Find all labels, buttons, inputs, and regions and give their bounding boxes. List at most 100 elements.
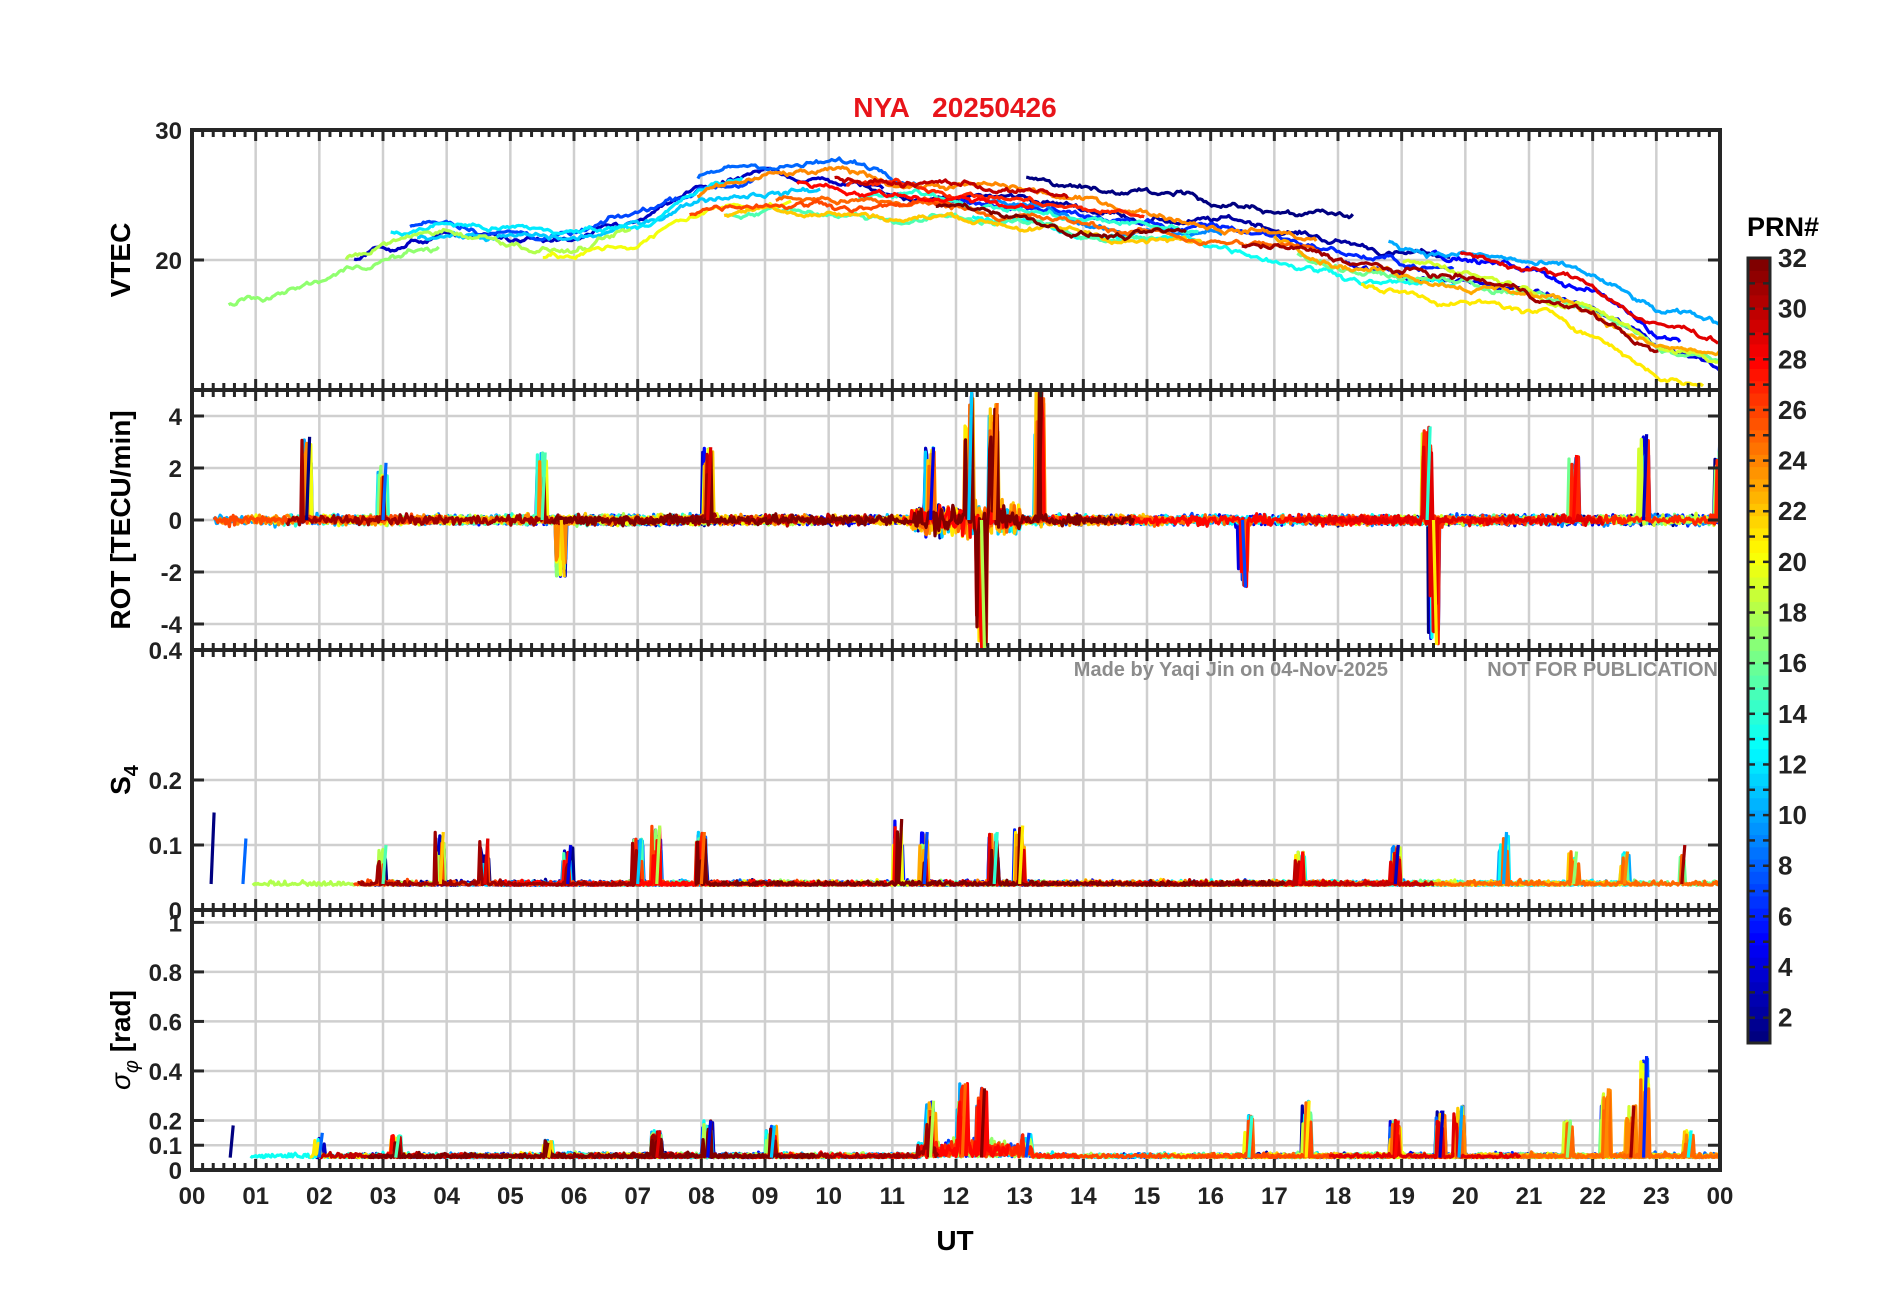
spike-mark (540, 452, 547, 521)
x-tick-label: 01 (242, 1183, 269, 1210)
colorbar-tick-label: 22 (1778, 496, 1807, 526)
y-tick-label: 0.6 (149, 1009, 182, 1036)
colorbar-tick-label: 26 (1778, 395, 1807, 425)
spike-mark (305, 436, 312, 521)
colorbar-segment (1748, 773, 1770, 787)
series-line-prn-27 (547, 831, 831, 887)
colorbar-segment (1748, 662, 1770, 676)
x-tick-label: 09 (752, 1183, 779, 1210)
spike-mark (559, 519, 566, 578)
y-tick-label: 0.4 (149, 1059, 183, 1086)
series-line-prn-6 (959, 197, 1455, 273)
series-line-prn-24 (215, 441, 810, 565)
series-line-prn-26 (928, 1086, 1340, 1160)
colorbar-segment (1748, 527, 1770, 541)
series-line-prn-29 (1459, 250, 1720, 345)
colorbar-tick-label: 28 (1778, 344, 1807, 374)
colorbar-segment (1748, 466, 1770, 480)
spike-mark (1393, 1120, 1400, 1158)
series-line-prn-31 (285, 438, 718, 527)
y-tick-label: -2 (161, 560, 182, 587)
colorbar-segment (1748, 417, 1770, 431)
colorbar-segment (1748, 969, 1770, 983)
panel-rot: -4 -2 0 2 4 ROT [TECU/min] (105, 388, 1722, 652)
x-tick-label: 02 (306, 1183, 333, 1210)
spike-mark (967, 391, 974, 521)
series-group-sigphi (228, 1056, 1720, 1160)
spike-mark (1018, 825, 1025, 885)
colorbar-tick-label: 16 (1778, 648, 1807, 678)
series-line-prn-27 (1326, 429, 1720, 646)
panel-s4: 0 0.1 0.2 0.4 S4 (105, 638, 1722, 925)
x-tick-label: 15 (1134, 1183, 1161, 1210)
spike-mark (1603, 1088, 1610, 1158)
x-tick-label: 11 (880, 1183, 905, 1210)
spike-mark (566, 844, 573, 885)
x-tick-label: 14 (1070, 1183, 1097, 1210)
colorbar-segment (1748, 429, 1770, 443)
colorbar-segment (1748, 368, 1770, 382)
spike-mark (1642, 1056, 1649, 1158)
series-line-prn-32 (366, 1119, 816, 1160)
spike-mark (241, 838, 248, 885)
series-line-prn-18 (620, 447, 818, 527)
colorbar-segment (1748, 589, 1770, 603)
colorbar-segment (1748, 294, 1770, 308)
series-line-prn-17 (227, 245, 440, 307)
colorbar-segment (1748, 932, 1770, 946)
colorbar-segment (1748, 503, 1770, 517)
colorbar-segment (1748, 601, 1770, 615)
spike-mark (1393, 844, 1400, 885)
series-line-prn-24 (1456, 1088, 1720, 1160)
series-line-prn-27 (845, 177, 1145, 219)
colorbar-tick-label: 30 (1778, 294, 1807, 324)
spike-mark (1247, 1115, 1254, 1158)
colorbar-tick-label: 24 (1778, 446, 1807, 476)
x-tick-label: 07 (624, 1183, 651, 1210)
spike-mark (1501, 831, 1509, 885)
colorbar-segment (1748, 834, 1770, 848)
series-line-prn-21 (1361, 282, 1705, 388)
y-tick-label: 0.1 (149, 1133, 182, 1160)
x-tick-label: 00 (1707, 1183, 1734, 1210)
x-tick-label: 12 (943, 1183, 970, 1210)
colorbar-tick-label: 20 (1778, 547, 1807, 577)
x-tick-label: 04 (433, 1183, 460, 1210)
spike-mark (381, 462, 388, 521)
spike-mark (655, 825, 662, 885)
colorbar-segment (1748, 809, 1770, 823)
colorbar-segment (1748, 552, 1770, 566)
spike-mark (1037, 391, 1044, 521)
colorbar-segment (1748, 1030, 1770, 1044)
colorbar-segment (1748, 638, 1770, 652)
spike-mark (438, 831, 445, 885)
colorbar-segment (1748, 1006, 1770, 1020)
spike-mark (1622, 851, 1630, 885)
y-tick-label: 0 (169, 1158, 182, 1185)
x-tick-label: 05 (497, 1183, 524, 1210)
spike-mark (992, 402, 999, 521)
colorbar-segment (1748, 859, 1770, 872)
series-line-prn-15 (555, 832, 1005, 887)
colorbar-tick-label: 14 (1778, 699, 1807, 729)
series-line-prn-18 (344, 227, 632, 261)
spike-mark (706, 447, 713, 521)
series-line-prn-1 (1025, 175, 1355, 220)
colorbar-segment (1748, 871, 1770, 885)
series-line-prn-31 (357, 830, 641, 887)
series-line-prn-1 (1313, 435, 1720, 635)
y-tick-label: 1 (169, 910, 182, 937)
spike-mark (1024, 1132, 1031, 1158)
x-tick-label: 17 (1261, 1183, 1288, 1210)
colorbar-segment (1748, 478, 1770, 492)
colorbar-segment (1748, 564, 1770, 578)
series-line-prn-29 (1293, 425, 1605, 634)
x-axis: 00 01 02 03 04 05 06 07 08 09 10 11 12 13 14 15 16 17 18 19… (179, 1183, 1734, 1210)
spike-mark (960, 1083, 967, 1158)
y-tick-label: 0.2 (149, 768, 182, 795)
chart-title: NYA 20250426 (853, 92, 1056, 123)
y-tick-label: 2 (169, 456, 182, 483)
y-tick-label: 0.1 (149, 833, 182, 860)
x-tick-label: 20 (1452, 1183, 1479, 1210)
